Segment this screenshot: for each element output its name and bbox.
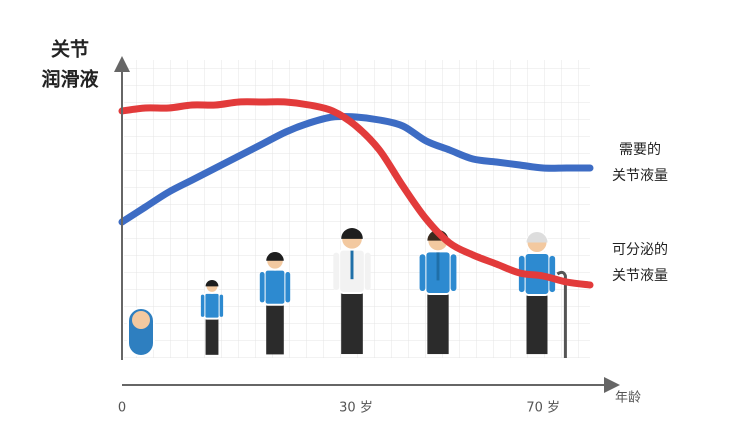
- person-arm: [419, 254, 426, 292]
- person-tie: [436, 251, 440, 281]
- person-arm: [450, 254, 457, 292]
- series-label: 关节液量: [612, 168, 668, 184]
- person: [259, 250, 291, 355]
- person-hair: [341, 227, 363, 239]
- y-axis-label: 关节: [51, 38, 89, 61]
- series-line: [118, 98, 594, 289]
- person-arm: [285, 272, 291, 303]
- y-axis-label: 润滑液: [41, 68, 99, 91]
- person-arm: [549, 255, 556, 293]
- x-axis-label: 年龄: [615, 391, 641, 406]
- person-arm: [364, 252, 371, 291]
- cane: [556, 270, 567, 358]
- person-arm: [333, 252, 340, 291]
- series-label: 可分泌的: [612, 242, 668, 258]
- person: [200, 279, 224, 355]
- person-hair: [266, 252, 284, 261]
- person-legs: [205, 316, 219, 355]
- person: [333, 227, 371, 355]
- people-illustrations: [127, 227, 567, 358]
- series-label: 需要的: [619, 142, 661, 158]
- person-legs: [427, 290, 449, 355]
- person: [419, 229, 457, 355]
- person-hair: [526, 232, 548, 243]
- series-line: [118, 112, 594, 226]
- person-hair: [205, 280, 219, 287]
- person-arm: [259, 272, 265, 303]
- baby-head: [132, 311, 150, 329]
- person-legs: [266, 301, 284, 355]
- person-arm: [219, 294, 224, 317]
- person-legs: [341, 289, 363, 355]
- person-arm: [200, 294, 205, 317]
- person-tie: [350, 249, 354, 280]
- x-tick-label: 70 岁: [526, 401, 560, 416]
- person-body: [203, 291, 221, 320]
- person: [518, 231, 567, 358]
- x-tick-label: 0: [118, 401, 126, 416]
- person-body: [263, 268, 287, 306]
- series-label: 关节液量: [612, 268, 668, 284]
- x-tick-label: 30 岁: [339, 401, 373, 416]
- lines: [118, 98, 594, 289]
- person-legs: [526, 291, 548, 355]
